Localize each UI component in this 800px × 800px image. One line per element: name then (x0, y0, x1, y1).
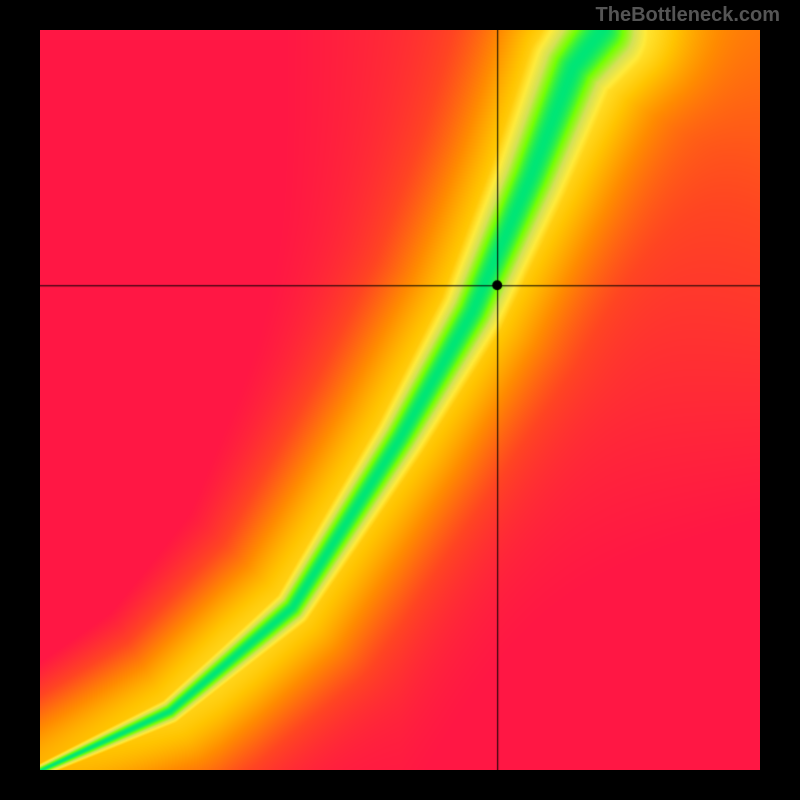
heatmap-canvas (40, 30, 760, 770)
heatmap-plot (40, 30, 760, 770)
watermark-text: TheBottleneck.com (596, 4, 780, 27)
